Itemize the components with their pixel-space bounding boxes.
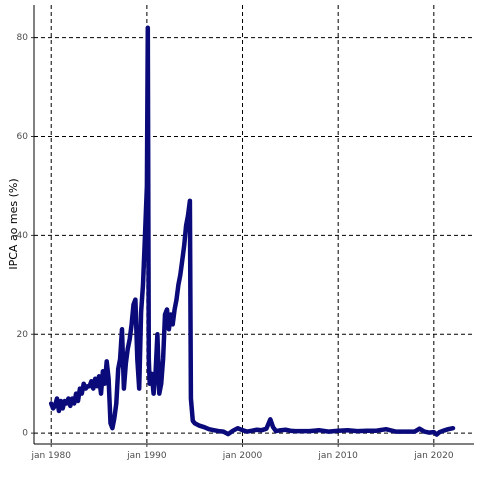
x-tick-label: jan 1990 (126, 451, 167, 461)
y-tick-label: 80 (17, 33, 29, 43)
series (48, 25, 456, 437)
y-tick-label: 20 (17, 330, 29, 340)
ticks: 0 20 40 60 80 jan 1980 jan 1990 jan 2000 jan 201… (17, 33, 454, 461)
y-tick-label: 40 (17, 231, 29, 241)
series-line-ipca (48, 25, 456, 437)
x-tick-label: jan 1980 (30, 451, 71, 461)
axes (33, 5, 474, 445)
y-axis-title: IPCA ao mes (%) (7, 178, 20, 269)
x-tick-label: jan 2010 (317, 451, 358, 461)
x-tick-label: jan 2000 (222, 451, 263, 461)
x-tick-label: jan 2020 (413, 451, 454, 461)
y-tick-label: 0 (22, 429, 28, 439)
y-tick-label: 60 (17, 132, 29, 142)
